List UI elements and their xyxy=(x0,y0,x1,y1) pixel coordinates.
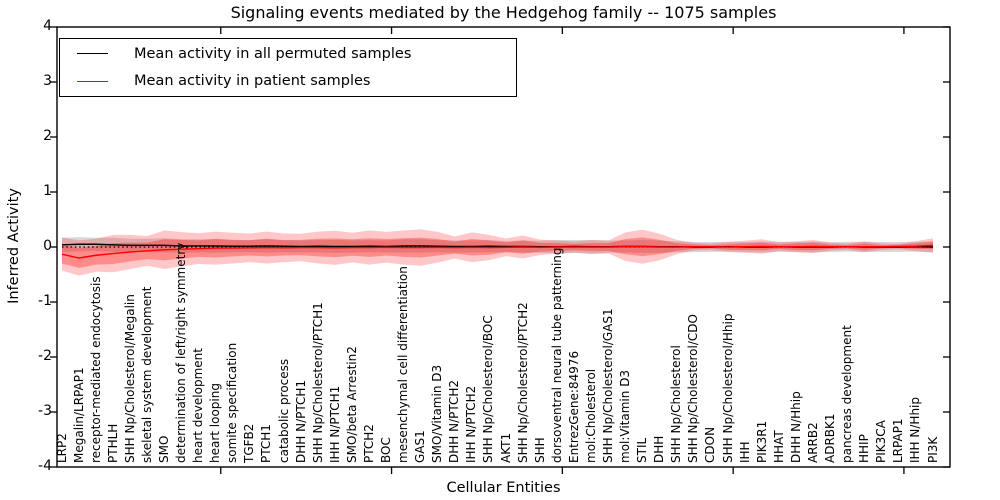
x-category-label: BOC xyxy=(378,437,393,463)
x-category-label: catabolic process xyxy=(276,358,291,463)
legend-label: Mean activity in patient samples xyxy=(134,73,371,90)
x-category-label: SMO xyxy=(156,435,171,463)
x-category-label: ADRBK1 xyxy=(823,413,838,463)
x-category-label: IHH N/PTCH1 xyxy=(327,385,342,463)
band-permuted-samples-std xyxy=(62,237,933,254)
x-category-label: heart development xyxy=(191,348,206,463)
x-category-label: PI3K xyxy=(925,436,940,463)
x-category-label: dorsoventral neural tube patterning xyxy=(549,247,564,463)
legend: Mean activity in all permuted samples Me… xyxy=(59,38,517,97)
x-category-label: PTCH1 xyxy=(259,424,274,463)
x-category-label: Megalin/LRPAP1 xyxy=(71,367,86,463)
x-category-label: PTHLH xyxy=(105,423,120,463)
x-category-label: SHH Np/Cholesterol/GAS1 xyxy=(601,308,615,463)
x-category-label: IHH xyxy=(737,441,752,463)
x-category-label: HHAT xyxy=(771,430,786,463)
legend-item-patient: Mean activity in patient samples xyxy=(60,68,516,94)
y-tick-label: 2 xyxy=(43,128,52,144)
x-category-label: IHH N/PTCH2 xyxy=(464,385,479,463)
x-category-label: SHH Np/Cholesterol/CDO xyxy=(686,314,701,463)
x-category-label: PTCH2 xyxy=(361,424,376,463)
x-category-label: SHH Np/Cholesterol/BOC xyxy=(481,315,496,463)
x-category-label: IHH N/Hhip xyxy=(908,397,923,463)
x-category-label: DHH N/PTCH2 xyxy=(447,379,462,463)
x-category-label: DHH xyxy=(652,435,667,463)
x-category-label: somite specification xyxy=(225,342,240,463)
x-category-label: SHH Np/Cholesterol/Hhip xyxy=(720,313,735,463)
x-category-label: ARRB2 xyxy=(805,422,820,463)
x-category-label: STIL xyxy=(635,437,650,463)
x-category-label: pancreas development xyxy=(840,325,855,463)
band-patient-samples-std-outer xyxy=(62,229,933,276)
x-category-label: PIK3CA xyxy=(874,420,889,463)
x-category-label: determination of left/right symmetry xyxy=(174,242,189,463)
y-tick-label: 4 xyxy=(43,18,52,34)
x-category-label: DHH N/PTCH1 xyxy=(293,379,308,463)
legend-label: Mean activity in all permuted samples xyxy=(134,45,412,62)
x-category-label: SMO/beta Arrestin2 xyxy=(344,346,359,463)
y-tick-label: 0 xyxy=(43,238,52,254)
x-category-label: CDON xyxy=(703,426,718,463)
series-line-1 xyxy=(61,244,934,259)
y-tick-label: 1 xyxy=(43,183,52,199)
x-category-label: GAS1 xyxy=(413,430,428,463)
x-category-label: skeletal system development xyxy=(139,286,154,463)
y-tick-label: -1 xyxy=(38,293,52,309)
x-category-label: SHH xyxy=(532,437,547,463)
x-category-label: SMO/Vitamin D3 xyxy=(430,364,445,463)
x-category-label: AKT1 xyxy=(498,432,513,463)
x-category-label: DHH N/Hhip xyxy=(788,391,803,463)
y-tick-label: 3 xyxy=(43,73,52,89)
x-category-label: heart looping xyxy=(208,383,223,463)
x-category-label: SHH Np/Cholesterol/Megalin xyxy=(122,294,137,463)
y-tick-label: -2 xyxy=(38,348,52,364)
y-tick-label: -3 xyxy=(38,403,52,419)
x-category-label: HHIP xyxy=(857,434,872,463)
x-category-label: mol:Cholesterol xyxy=(583,368,598,463)
red-line-sample xyxy=(77,80,108,82)
y-tick-label: -4 xyxy=(38,458,52,474)
x-category-label: mesenchymal cell differentiation xyxy=(396,266,411,463)
x-category-label: LRP2 xyxy=(54,433,69,463)
x-category-label: EntrezGene:84976 xyxy=(566,350,581,463)
legend-item-permuted: Mean activity in all permuted samples xyxy=(60,41,516,67)
band-patient-samples-std-inner xyxy=(62,237,933,268)
x-axis-label: Cellular Entities xyxy=(446,480,561,496)
x-category-label: SHH Np/Cholesterol xyxy=(669,345,684,463)
x-category-label: TGFB2 xyxy=(242,423,257,463)
x-category-label: mol:Vitamin D3 xyxy=(618,369,633,463)
x-category-label: LRPAP1 xyxy=(891,418,906,463)
x-category-label: PIK3R1 xyxy=(754,420,769,463)
x-category-label: receptor-mediated endocytosis xyxy=(88,276,103,463)
x-category-label: SHH Np/Cholesterol/PTCH2 xyxy=(515,302,530,463)
x-category-label: SHH Np/Cholesterol/PTCH1 xyxy=(310,302,325,463)
chart-title: Signaling events mediated by the Hedgeho… xyxy=(230,3,777,22)
black-line-sample xyxy=(77,53,108,55)
